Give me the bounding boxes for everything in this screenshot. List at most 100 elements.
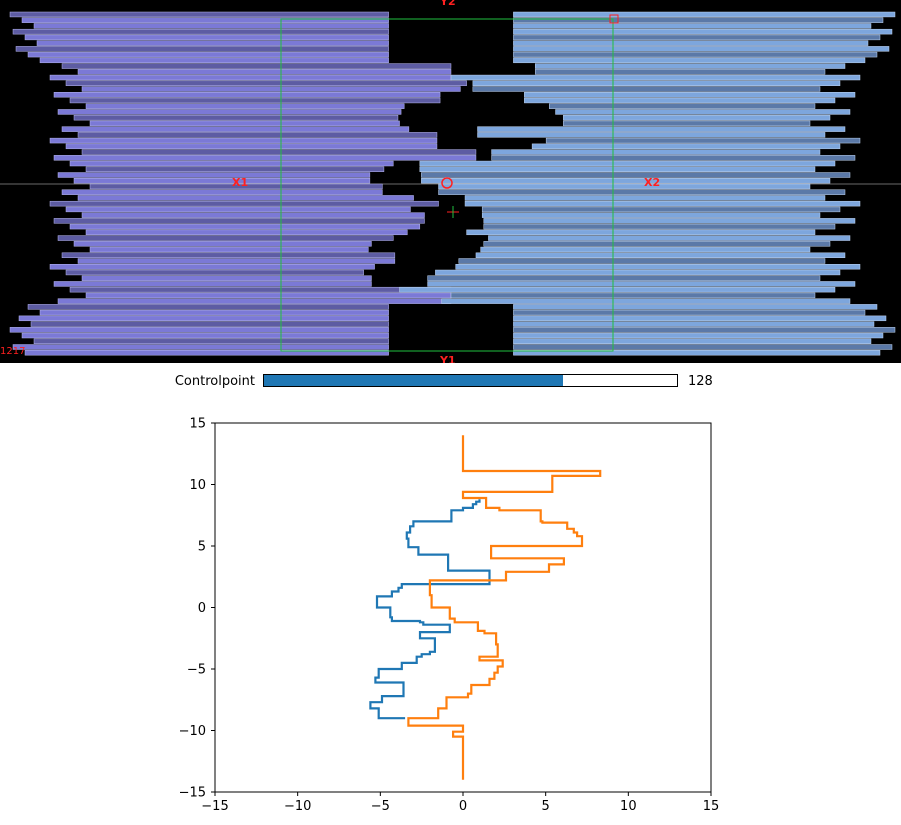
left-leaf bbox=[27, 51, 389, 58]
left-leaf bbox=[61, 252, 396, 258]
right-leaf bbox=[441, 298, 851, 304]
left-leaf bbox=[12, 344, 389, 350]
left-leaf bbox=[81, 275, 372, 281]
leaf-position-chart: −15 −10 −5 0 5 10 15 15 10 5 0 −5 −10 −15 bbox=[179, 417, 720, 815]
left-leaf bbox=[89, 120, 400, 127]
y-tick-label: 0 bbox=[198, 601, 206, 616]
right-leaf bbox=[563, 120, 811, 127]
left-leaf bbox=[57, 298, 452, 304]
right-leaf bbox=[475, 252, 846, 258]
left-leaf bbox=[53, 155, 477, 161]
left-leaf bbox=[39, 309, 389, 316]
y-tick-label: −5 bbox=[187, 663, 206, 678]
left-leaf bbox=[89, 183, 383, 190]
left-leaf bbox=[21, 332, 389, 339]
right-leaf bbox=[513, 332, 884, 339]
right-leaf bbox=[455, 264, 861, 270]
right-leaf bbox=[563, 114, 831, 121]
right-leaf bbox=[466, 229, 816, 236]
right-leaf bbox=[477, 126, 846, 132]
right-leaf bbox=[458, 258, 826, 264]
right-leaf bbox=[513, 304, 878, 310]
left-leaf bbox=[15, 46, 389, 52]
left-leaf bbox=[24, 350, 389, 356]
left-leaf bbox=[57, 235, 394, 241]
right-leaf bbox=[483, 223, 836, 230]
right-leaf-bank bbox=[399, 11, 896, 356]
y-tick-label: 10 bbox=[189, 478, 206, 493]
left-leaf bbox=[9, 11, 389, 18]
left-leaf bbox=[73, 178, 371, 184]
right-leaf bbox=[491, 149, 821, 155]
left-leaf bbox=[33, 23, 389, 29]
right-leaf bbox=[421, 172, 851, 178]
jaw-label-x1: X1 bbox=[232, 176, 249, 189]
right-leaf bbox=[513, 17, 884, 23]
left-leaf bbox=[73, 114, 399, 121]
right-leaf bbox=[481, 206, 841, 213]
jaw-label-x2: X2 bbox=[644, 176, 661, 189]
left-leaf bbox=[57, 109, 402, 115]
mlc-viewer[interactable]: Y2 Y1 X1 X2 1217 bbox=[0, 0, 901, 363]
right-leaf bbox=[513, 34, 881, 41]
corner-id-text: 1217 bbox=[0, 346, 26, 357]
right-leaf bbox=[435, 269, 841, 276]
left-leaf bbox=[39, 57, 389, 64]
right-leaf bbox=[524, 97, 836, 104]
left-leaf bbox=[85, 292, 452, 299]
jaw-label-y1: Y1 bbox=[440, 354, 456, 363]
left-leaf bbox=[49, 74, 452, 81]
left-leaf bbox=[89, 246, 369, 253]
right-leaf bbox=[549, 103, 816, 109]
left-leaf bbox=[85, 229, 408, 236]
left-leaf bbox=[65, 206, 411, 213]
right-leaf bbox=[491, 155, 856, 161]
isocenter-circle-icon bbox=[441, 177, 453, 189]
x-tick-label: 0 bbox=[459, 799, 467, 814]
mlc-leaf-diagram bbox=[0, 11, 901, 356]
right-leaf bbox=[477, 132, 826, 138]
left-leaf bbox=[49, 264, 375, 270]
controlpoint-slider[interactable] bbox=[263, 374, 678, 387]
left-leaf bbox=[77, 195, 414, 201]
right-leaf bbox=[481, 212, 821, 218]
left-leaf bbox=[27, 304, 389, 310]
left-leaf bbox=[18, 315, 389, 322]
left-leaf bbox=[85, 166, 385, 172]
left-leaf bbox=[53, 218, 425, 224]
field-corner-marker[interactable] bbox=[609, 14, 619, 24]
left-leaf bbox=[24, 34, 389, 41]
left-leaf bbox=[61, 189, 383, 195]
left-leaf bbox=[21, 17, 389, 23]
x-tick-label: 5 bbox=[542, 799, 550, 814]
right-leaf bbox=[513, 344, 893, 350]
right-leaf bbox=[545, 137, 861, 144]
left-leaf bbox=[49, 137, 438, 144]
right-leaf bbox=[513, 315, 887, 322]
right-leaf bbox=[513, 321, 875, 327]
right-leaf bbox=[513, 40, 869, 46]
left-leaf bbox=[77, 69, 452, 75]
right-leaf bbox=[513, 338, 872, 344]
x-tick-label: 10 bbox=[620, 799, 637, 814]
left-leaf bbox=[49, 200, 439, 207]
y-tick-label: 15 bbox=[189, 417, 206, 432]
left-leaf bbox=[65, 269, 364, 276]
right-leaf bbox=[534, 69, 826, 75]
left-leaf bbox=[77, 258, 396, 264]
controlpoint-slider-row: Controlpoint 128 bbox=[0, 363, 901, 401]
right-leaf bbox=[483, 241, 831, 247]
left-leaf bbox=[12, 28, 389, 35]
left-leaf bbox=[81, 149, 477, 155]
right-leaf bbox=[438, 183, 811, 190]
right-leaf bbox=[480, 246, 811, 253]
y-tick-label: −15 bbox=[179, 786, 206, 801]
left-leaf bbox=[73, 241, 372, 247]
right-leaf bbox=[427, 275, 821, 281]
slider-label: Controlpoint bbox=[174, 374, 255, 389]
right-leaf bbox=[472, 86, 821, 92]
left-leaf bbox=[69, 223, 421, 230]
y-tick-label: −10 bbox=[179, 724, 206, 739]
left-leaf bbox=[9, 327, 389, 333]
left-leaf bbox=[85, 103, 405, 109]
